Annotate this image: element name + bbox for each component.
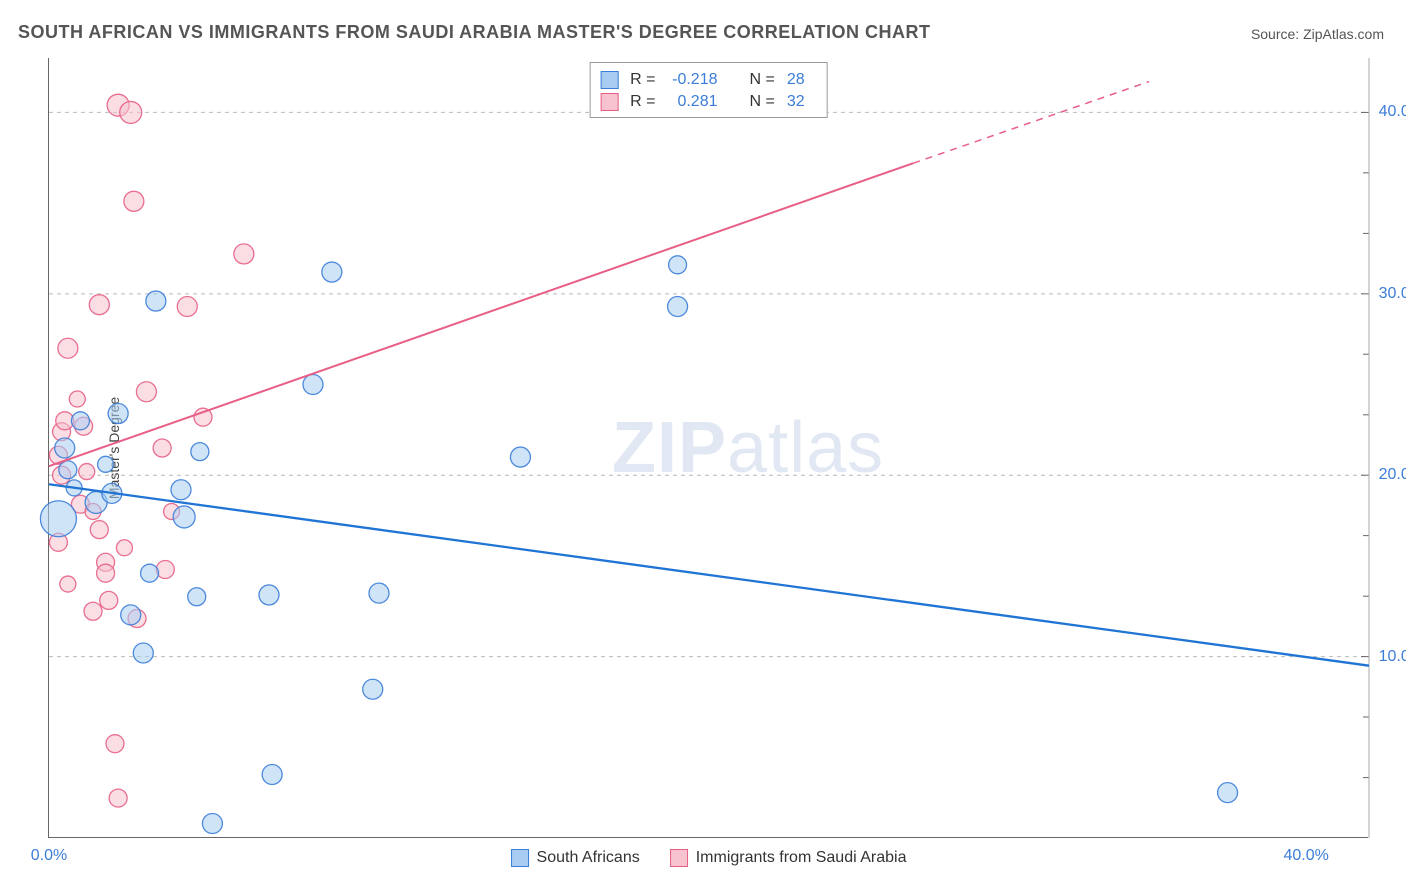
series-b-point bbox=[90, 521, 108, 539]
legend-swatch bbox=[600, 71, 618, 89]
series-b-point bbox=[109, 789, 127, 807]
series-b-point bbox=[116, 540, 132, 556]
series-b-point bbox=[69, 391, 85, 407]
n-label: N = bbox=[750, 69, 775, 91]
series-b-point bbox=[84, 602, 102, 620]
chart-title: SOUTH AFRICAN VS IMMIGRANTS FROM SAUDI A… bbox=[18, 22, 930, 43]
plot-svg bbox=[49, 58, 1369, 838]
series-a-point bbox=[191, 443, 209, 461]
series-a-point bbox=[133, 643, 153, 663]
series-a-point bbox=[669, 256, 687, 274]
series-a-point bbox=[303, 375, 323, 395]
plot-area: Master's Degree ZIPatlas R =-0.218N =28R… bbox=[48, 58, 1368, 838]
trend-line-b-extrapolated bbox=[913, 82, 1149, 164]
x-tick-label: 40.0% bbox=[1283, 847, 1328, 865]
y-tick-label: 30.0% bbox=[1379, 285, 1406, 303]
y-tick-label: 10.0% bbox=[1379, 648, 1406, 666]
series-a-point bbox=[202, 813, 222, 833]
series-a-point bbox=[1218, 783, 1238, 803]
series-b-point bbox=[100, 591, 118, 609]
series-a-point bbox=[55, 438, 75, 458]
r-label: R = bbox=[630, 69, 655, 91]
correlation-legend-row: R = -0.218 N = 28 bbox=[600, 69, 813, 91]
series-b-point bbox=[177, 297, 197, 317]
series-b-point bbox=[79, 464, 95, 480]
series-legend-item: South Africans bbox=[511, 849, 640, 867]
series-a-point bbox=[259, 585, 279, 605]
series-a-point bbox=[262, 765, 282, 785]
series-b-point bbox=[97, 564, 115, 582]
source-label: Source: ZipAtlas.com bbox=[1251, 26, 1384, 42]
series-b-point bbox=[60, 576, 76, 592]
series-a-point bbox=[141, 564, 159, 582]
series-b-point bbox=[58, 338, 78, 358]
series-a-point bbox=[173, 506, 195, 528]
y-tick-label: 40.0% bbox=[1379, 103, 1406, 121]
series-b-point bbox=[234, 244, 254, 264]
series-a-point bbox=[121, 605, 141, 625]
series-a-point bbox=[369, 583, 389, 603]
legend-swatch bbox=[670, 849, 688, 867]
series-a-point bbox=[59, 461, 77, 479]
trend-line-b bbox=[49, 163, 913, 466]
series-a-point bbox=[40, 501, 76, 537]
r-label: R = bbox=[630, 91, 655, 113]
series-b-point bbox=[124, 191, 144, 211]
series-a-point bbox=[146, 291, 166, 311]
series-b-point bbox=[120, 101, 142, 123]
n-value: 32 bbox=[787, 91, 813, 113]
series-a-point bbox=[668, 297, 688, 317]
correlation-legend: R = -0.218 N = 28 R = 0.281 N = 32 bbox=[589, 62, 828, 118]
series-a-point bbox=[71, 412, 89, 430]
series-legend: South Africans Immigrants from Saudi Arab… bbox=[511, 849, 907, 867]
series-a-point bbox=[510, 447, 530, 467]
r-value: -0.218 bbox=[668, 69, 718, 91]
series-legend-item: Immigrants from Saudi Arabia bbox=[670, 849, 907, 867]
chart-container: SOUTH AFRICAN VS IMMIGRANTS FROM SAUDI A… bbox=[0, 0, 1406, 892]
x-tick-label: 0.0% bbox=[31, 847, 67, 865]
series-legend-label: Immigrants from Saudi Arabia bbox=[696, 849, 907, 867]
series-b-point bbox=[136, 382, 156, 402]
series-a-point bbox=[188, 588, 206, 606]
y-tick-label: 20.0% bbox=[1379, 466, 1406, 484]
legend-swatch bbox=[511, 849, 529, 867]
r-value: 0.281 bbox=[668, 91, 718, 113]
series-b-point bbox=[153, 439, 171, 457]
series-legend-label: South Africans bbox=[537, 849, 640, 867]
n-value: 28 bbox=[787, 69, 813, 91]
trend-line-a bbox=[49, 484, 1369, 665]
series-b-point bbox=[106, 735, 124, 753]
correlation-legend-row: R = 0.281 N = 32 bbox=[600, 91, 813, 113]
series-a-point bbox=[108, 404, 128, 424]
legend-swatch bbox=[600, 93, 618, 111]
series-b-point bbox=[156, 561, 174, 579]
series-a-point bbox=[363, 679, 383, 699]
series-a-point bbox=[322, 262, 342, 282]
series-a-point bbox=[98, 456, 114, 472]
series-a-point bbox=[171, 480, 191, 500]
series-b-point bbox=[89, 295, 109, 315]
n-label: N = bbox=[750, 91, 775, 113]
